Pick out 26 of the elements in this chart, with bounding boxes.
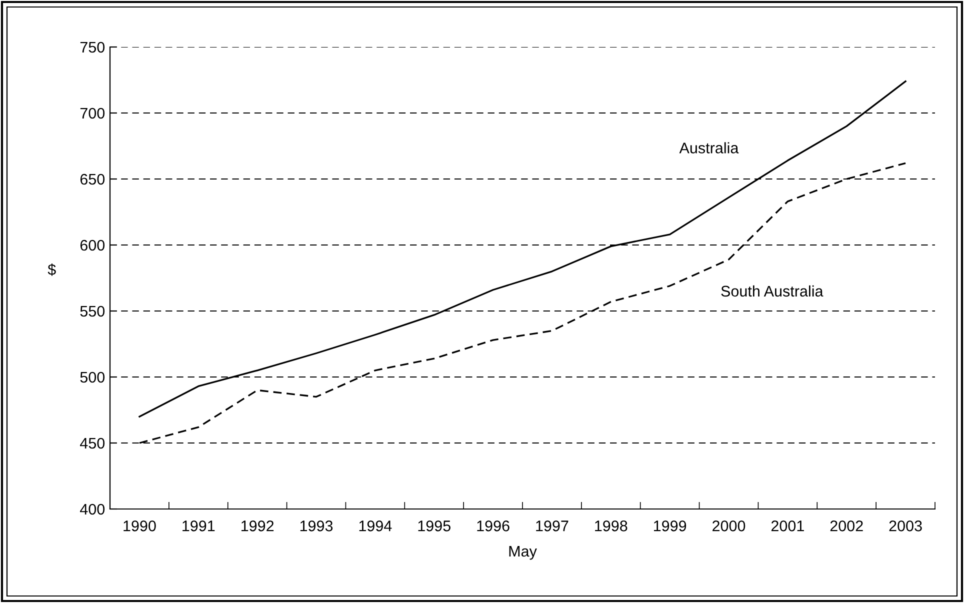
x-tick-label: 2003: [889, 520, 922, 532]
x-tick-label: 2000: [712, 520, 746, 532]
x-axis-title: May: [509, 546, 537, 560]
y-tick-label: 550: [80, 306, 105, 317]
text: Australia: [679, 142, 739, 154]
series-label: South Australia: [721, 285, 824, 297]
x-tick-label: 2001: [771, 520, 804, 532]
y-tick-label: 400: [80, 504, 105, 515]
x-tick-label: 1999: [654, 520, 686, 532]
x-tick-label: 1990: [124, 520, 156, 532]
y-tick-label: 450: [80, 438, 105, 449]
y-axis-title: $: [48, 264, 56, 276]
x-tick-label: 1994: [359, 520, 392, 532]
x-tick-label: 1993: [300, 520, 333, 532]
x-tick-label: 1991: [182, 520, 215, 532]
x-tick-label: 1992: [241, 520, 274, 532]
x-tick-label: 1998: [595, 520, 628, 532]
x-tick-label: 1996: [477, 520, 510, 532]
y-tick-label: 600: [80, 240, 105, 251]
x-tick-label: 2002: [830, 520, 863, 532]
y-tick-label: 750: [80, 42, 105, 53]
x-tick-label: 1995: [418, 520, 450, 532]
x-tick-label: 1997: [536, 520, 568, 532]
y-tick-label: 700: [80, 108, 105, 119]
y-tick-label: 500: [80, 372, 105, 383]
y-tick-label: 650: [80, 174, 105, 185]
